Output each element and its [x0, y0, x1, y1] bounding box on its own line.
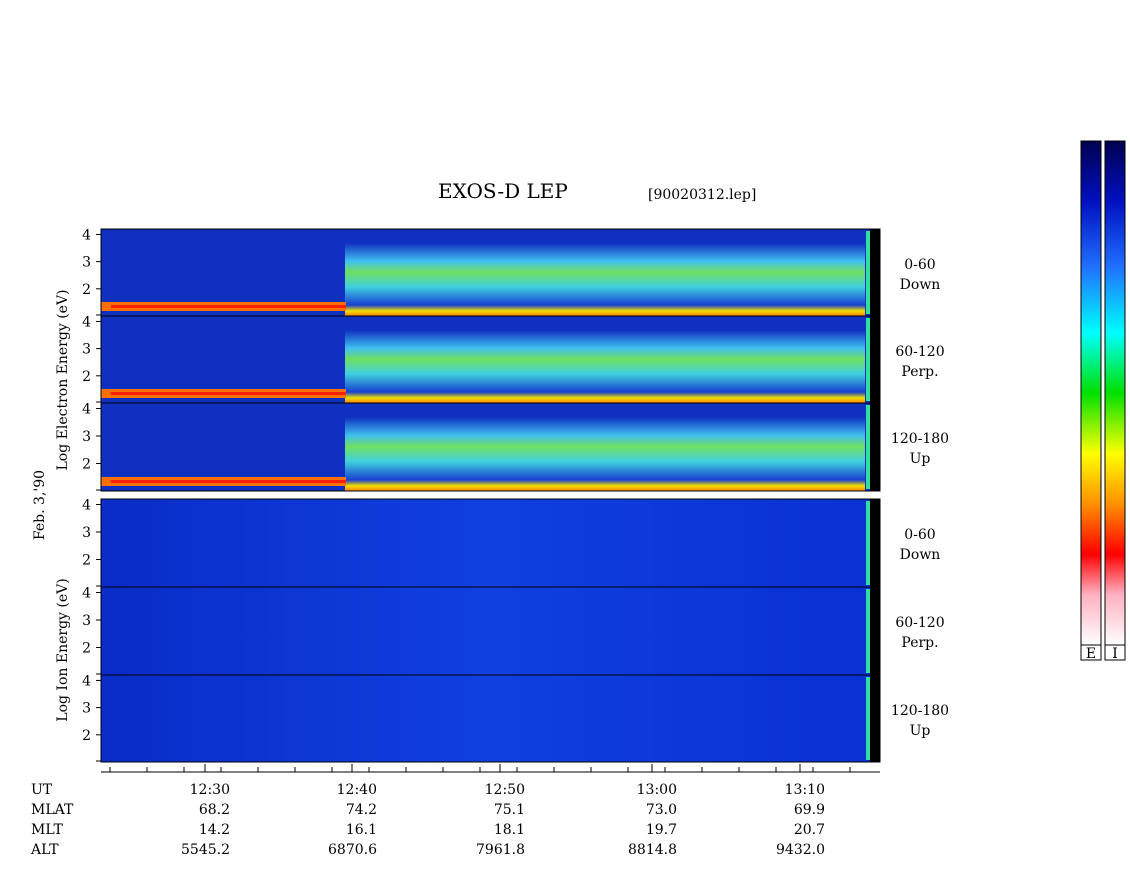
y-tick-label: 3 [82, 701, 91, 717]
table-value: 7961.8 [476, 842, 525, 858]
panel-label: Down [900, 277, 941, 293]
panel-label: 0-60 [904, 257, 935, 273]
edge-strip [866, 318, 870, 401]
panel-label: Up [910, 451, 931, 467]
table-value: 75.1 [494, 802, 525, 818]
panel-label: Perp. [901, 364, 938, 380]
table-value: 12:40 [337, 782, 377, 798]
edge-black [870, 403, 880, 491]
table-value: 19.7 [646, 822, 677, 838]
edge-black [870, 229, 880, 316]
table-value: 74.2 [346, 802, 377, 818]
table-value: 14.2 [199, 822, 230, 838]
low-energy-core [111, 480, 346, 483]
row-label: UT [31, 782, 53, 798]
colorbar-label-box [1104, 644, 1126, 661]
edge-black [870, 499, 880, 587]
colorbar-label-box [1080, 644, 1102, 661]
edge-strip [866, 231, 870, 314]
table-value: 5545.2 [181, 842, 230, 858]
colorbar [1080, 140, 1102, 646]
table-value: 12:50 [485, 782, 525, 798]
panel-label: 120-180 [891, 431, 949, 447]
panel-label: 60-120 [895, 615, 944, 631]
panel-frame [100, 674, 881, 763]
y-tick-label: 4 [82, 402, 91, 418]
date-label: Feb. 3,'90 [32, 470, 48, 540]
title: EXOS-D LEP [438, 179, 568, 203]
y-tick-label: 3 [82, 613, 91, 629]
spectrogram-band [345, 417, 865, 491]
row-label: MLAT [31, 802, 74, 818]
y-tick-label: 2 [82, 369, 91, 385]
table-value: 6870.6 [328, 842, 377, 858]
y-tick-label: 2 [82, 641, 91, 657]
ion-axis-label: Log Ion Energy (eV) [55, 578, 71, 721]
spectrogram-band [345, 243, 865, 316]
y-tick-label: 3 [82, 342, 91, 358]
y-tick-label: 2 [82, 553, 91, 569]
table-value: 8814.8 [628, 842, 677, 858]
colorbar-label: I [1112, 646, 1118, 662]
y-tick-label: 2 [82, 282, 91, 298]
panel-label: Down [900, 547, 941, 563]
table-value: 12:30 [190, 782, 230, 798]
panel-label: 60-120 [895, 344, 944, 360]
panel-frame [100, 402, 881, 492]
y-tick-label: 2 [82, 728, 91, 744]
y-tick-label: 2 [82, 457, 91, 473]
edge-strip [866, 405, 870, 489]
panel-label: 120-180 [891, 703, 949, 719]
table-value: 16.1 [346, 822, 377, 838]
edge-black [870, 316, 880, 403]
edge-strip [866, 677, 870, 760]
table-value: 20.7 [794, 822, 825, 838]
table-value: 68.2 [199, 802, 230, 818]
spectrogram-band [345, 330, 865, 403]
edge-strip [866, 501, 870, 585]
y-tick-label: 4 [82, 586, 91, 602]
spectrogram [101, 587, 880, 675]
edge-black [870, 675, 880, 762]
y-tick-label: 4 [82, 314, 91, 330]
table-value: 18.1 [494, 822, 525, 838]
y-tick-label: 4 [82, 673, 91, 689]
edge-black [870, 587, 880, 675]
colorbar [1104, 140, 1126, 646]
y-tick-label: 4 [82, 498, 91, 514]
table-value: 13:10 [785, 782, 825, 798]
y-tick-label: 3 [82, 255, 91, 271]
y-tick-label: 3 [82, 525, 91, 541]
row-label: MLT [31, 822, 63, 838]
row-label: ALT [30, 842, 59, 858]
electron-axis-label: Log Electron Energy (eV) [55, 289, 71, 470]
file-name: [90020312.lep] [648, 187, 756, 203]
table-value: 13:00 [637, 782, 677, 798]
spectrogram [101, 675, 880, 762]
table-value: 73.0 [646, 802, 677, 818]
panel-label: Perp. [901, 635, 938, 651]
table-value: 69.9 [794, 802, 825, 818]
low-energy-core [111, 392, 346, 395]
low-energy-core [111, 305, 346, 308]
panel-label: Up [910, 723, 931, 739]
edge-strip [866, 589, 870, 673]
spectrogram [101, 499, 880, 587]
colorbar-label: E [1086, 646, 1096, 662]
y-tick-label: 3 [82, 429, 91, 445]
y-tick-label: 4 [82, 227, 91, 243]
table-value: 9432.0 [776, 842, 825, 858]
panel-label: 0-60 [904, 527, 935, 543]
